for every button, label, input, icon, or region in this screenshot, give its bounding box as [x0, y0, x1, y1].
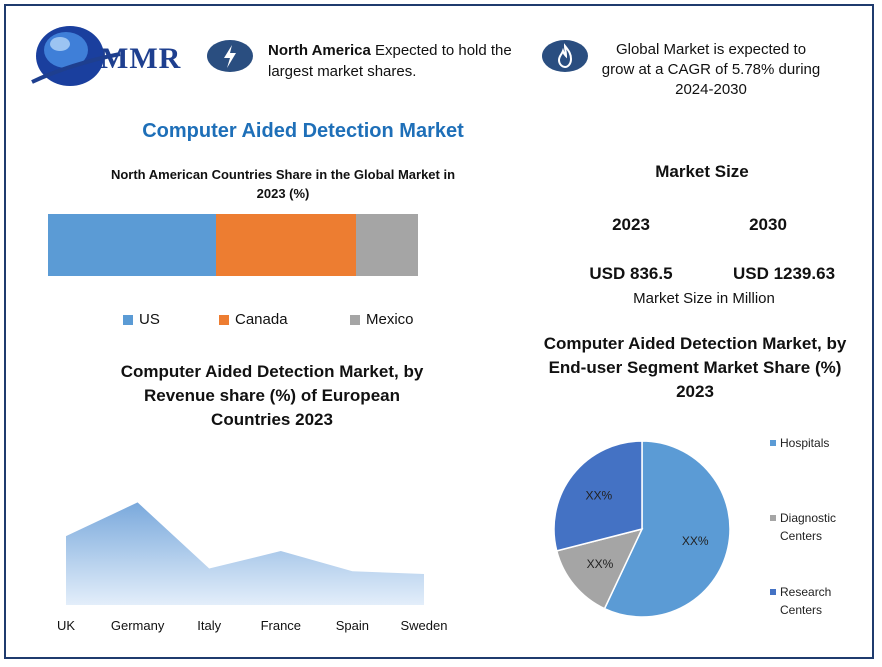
na-chart-title: North American Countries Share in the Gl…: [110, 167, 456, 201]
logo-text: MMR: [100, 42, 182, 75]
legend-canada: Canada: [219, 311, 288, 328]
pie-slice-research: [553, 440, 643, 552]
x-tick-label: UK: [57, 618, 75, 633]
year-2030: 2030: [749, 215, 787, 234]
year-2023: 2023: [612, 215, 650, 234]
legend-swatch-canada: [219, 314, 229, 325]
pie-legend-swatch: [770, 515, 776, 521]
highlight-bold: North America: [268, 42, 371, 59]
eu-area-chart: UK Germany Italy France Spain Sweden: [57, 502, 448, 633]
x-tick-label: Germany: [111, 618, 165, 633]
flame-icon: [542, 40, 588, 72]
legend-mexico: Mexico: [350, 311, 414, 328]
legend-label-canada: Canada: [235, 311, 288, 328]
bar-segment-mexico: [355, 214, 418, 276]
x-tick-label: Sweden: [401, 618, 448, 633]
pie-legend-diagnostic: Diagnostic Centers: [770, 509, 850, 545]
lightning-icon: [207, 40, 253, 72]
pie-legend-hospitals: Hospitals: [770, 434, 829, 452]
bar-segment-us: [48, 214, 216, 276]
value-2023: USD 836.5: [589, 264, 673, 283]
x-tick-label: Spain: [336, 618, 369, 633]
eu-chart-title: Computer Aided Detection Market, by Reve…: [120, 362, 424, 429]
pie-data-label: XX%: [586, 489, 613, 503]
pie-slice-diagnostic: [555, 527, 644, 610]
pie-data-label: XX%: [682, 534, 709, 548]
na-stacked-bar: [48, 214, 418, 276]
mmr-logo: [31, 26, 121, 86]
pie-legend-swatch: [770, 440, 776, 446]
page-title: Computer Aided Detection Market: [142, 120, 464, 142]
market-size-unit: Market Size in Million: [633, 290, 775, 307]
pie-data-label: XX%: [587, 557, 614, 571]
legend-swatch-us: [123, 314, 133, 325]
highlight-north-america: North America Expected to hold the large…: [268, 40, 528, 82]
legend-label-mexico: Mexico: [366, 311, 414, 328]
pie-chart-title: Computer Aided Detection Market, by End-…: [543, 334, 847, 401]
highlight-text: Expected to hold the largest market shar…: [268, 42, 512, 80]
market-size-heading: Market Size: [655, 162, 749, 181]
pie-legend-research: Research Centers: [770, 583, 850, 619]
x-tick-label: France: [261, 618, 301, 633]
legend-us: US: [123, 311, 160, 328]
area-series: [66, 502, 424, 605]
pie-legend-label: Hospitals: [780, 436, 830, 450]
highlight-cagr: Global Market is expected to grow at a C…: [601, 41, 821, 98]
legend-swatch-mexico: [350, 314, 360, 325]
pie-legend-label: Diagnostic Centers: [780, 511, 837, 543]
end-user-pie-chart: XX% XX% XX%: [553, 440, 731, 618]
bar-segment-canada: [215, 214, 356, 276]
pie-legend-label: Research Centers: [780, 585, 832, 617]
value-2030: USD 1239.63: [732, 264, 836, 283]
x-tick-label: Italy: [197, 618, 221, 633]
pie-slice-hospitals: [603, 440, 731, 618]
pie-legend-swatch: [770, 589, 776, 595]
legend-label-us: US: [139, 311, 160, 328]
